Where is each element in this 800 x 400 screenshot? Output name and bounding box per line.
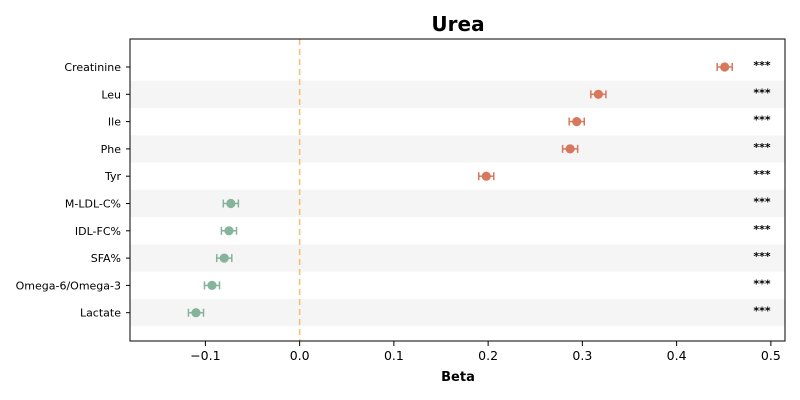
x-tick-label: 0.3	[572, 348, 592, 363]
significance-labels: *** *** *** *** *** *** *** *** *** ***	[753, 59, 771, 318]
row-band	[130, 189, 785, 218]
x-axis-label: Beta	[441, 370, 475, 385]
row-band	[130, 299, 785, 327]
significance-label: ***	[753, 277, 771, 290]
beta-point	[565, 144, 575, 154]
y-tick-label: Omega-6/Omega-3	[16, 279, 121, 292]
x-tick-label: 0.1	[384, 348, 404, 363]
y-tick-label: IDL-FC%	[75, 225, 121, 238]
significance-label: ***	[753, 305, 771, 318]
significance-label: ***	[753, 250, 771, 263]
significance-label: ***	[753, 223, 771, 236]
row-bands	[130, 80, 785, 327]
beta-point	[593, 89, 603, 99]
beta-point	[720, 62, 730, 72]
significance-label: ***	[753, 168, 771, 181]
y-tick-label: SFA%	[91, 252, 121, 265]
beta-point	[572, 117, 582, 127]
significance-label: ***	[753, 114, 771, 127]
y-tick-label: M-LDL-C%	[65, 198, 121, 211]
beta-point	[219, 253, 229, 263]
data-marks	[187, 62, 733, 318]
y-tick-label: Phe	[101, 143, 122, 156]
significance-label: ***	[753, 141, 771, 154]
x-tick-label: 0.0	[290, 348, 310, 363]
row-band	[130, 135, 785, 163]
significance-label: ***	[753, 59, 771, 72]
y-axis-labels: Creatinine Leu Ile Phe Tyr M-LDL-C% IDL-FC% SFA…	[16, 61, 130, 320]
beta-point	[224, 226, 234, 236]
beta-point	[207, 280, 217, 290]
x-axis: −0.1 0.0 0.1 0.2 0.3 0.4 0.5	[190, 341, 781, 363]
x-tick-label: 0.4	[667, 348, 687, 363]
y-tick-label: Tyr	[104, 170, 122, 183]
significance-label: ***	[753, 86, 771, 99]
row-band	[130, 244, 785, 272]
y-tick-label: Ile	[108, 116, 121, 129]
beta-point	[481, 171, 491, 181]
x-tick-label: 0.2	[478, 348, 498, 363]
chart-title: Urea	[431, 12, 484, 36]
y-tick-label: Lactate	[80, 307, 121, 320]
y-tick-label: Leu	[101, 88, 121, 101]
beta-point	[226, 198, 236, 209]
x-tick-label: −0.1	[190, 348, 220, 363]
row-band	[130, 80, 785, 108]
beta-point	[191, 308, 201, 318]
x-tick-label: 0.5	[761, 348, 781, 363]
y-tick-label: Creatinine	[64, 61, 121, 74]
plot-frame	[129, 38, 786, 342]
significance-label: ***	[753, 196, 771, 209]
